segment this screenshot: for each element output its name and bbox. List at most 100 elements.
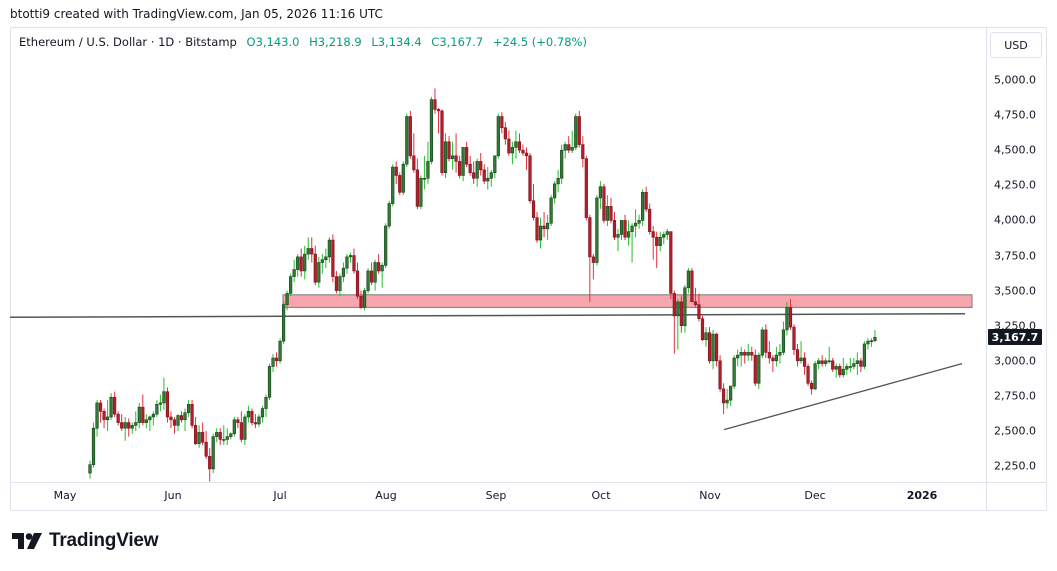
candle-up [426,161,430,179]
candle-up [824,360,828,364]
resistance-zone-rectangle[interactable] [282,294,973,309]
tradingview-wordmark: TradingView [49,530,159,551]
candle-up [658,236,662,246]
candle-up [739,352,743,356]
candle-up [781,329,786,353]
time-tick-label: Aug [375,489,397,502]
candle-down [721,388,726,404]
candle-up [510,147,515,154]
candle-up [866,340,870,345]
candle-up [341,267,346,277]
candle-down [651,231,655,238]
candle-up [683,287,687,326]
candle-down [831,360,835,370]
candle-up [774,354,778,362]
candle-up [338,276,342,291]
candle-down [334,276,339,291]
candle-down [377,262,381,272]
time-tick-label: Sep [485,489,507,502]
candle-up [88,464,92,474]
candle-up [405,116,409,165]
horizontal-line-drawing[interactable] [10,313,966,319]
candle-down [253,422,258,425]
candle-up [676,301,680,317]
candle-up [799,357,803,362]
candle-up [662,234,666,238]
candle-up [401,163,405,193]
candle-up [852,363,856,367]
candle-up [257,416,261,425]
candle-up [633,222,638,227]
candle-down [503,127,507,140]
candle-up [91,427,96,465]
candle-up [746,352,750,356]
legend-open: O3,143.0 [246,35,300,49]
candle-up [211,436,215,470]
candle-up [813,363,817,390]
candle-down [581,144,585,159]
trendline-drawing[interactable] [723,362,963,431]
candle-up [144,419,148,423]
candle-up [345,256,349,269]
candle-up [260,408,265,418]
candle-up [137,406,141,423]
candle-down [201,432,205,443]
candle-up [630,225,634,232]
candle-up [162,391,166,404]
candle-up [229,433,233,437]
price-tick-label: 3,000.0 [994,354,1036,368]
candle-down [352,255,356,272]
chart-credit: btotti9 created with TradingView.com, Ja… [10,7,383,21]
candle-down [500,116,504,129]
candle-down [809,382,814,390]
candle-down [113,397,117,415]
candle-down [98,402,103,412]
candle-down [743,352,747,356]
candle-down [408,116,412,157]
candle-down [440,110,444,173]
candle-up [496,116,500,157]
candle-up [489,172,493,179]
candle-down [753,354,757,384]
chart-plot-area[interactable] [10,28,986,482]
candle-up [296,256,300,270]
candle-down [524,152,529,157]
candle-down [165,391,170,418]
candle-up [574,116,578,148]
candle-up [197,432,201,444]
candle-up [493,155,497,173]
candle-up [183,412,187,421]
symbol-legend: Ethereum / U.S. Dollar · 1D · Bitstamp O… [19,35,587,49]
candle-down [612,220,617,238]
candle-down [535,217,539,241]
currency-button[interactable]: USD [990,32,1042,58]
candle-up [366,270,370,291]
candle-up [373,262,377,283]
candle-down [208,455,212,470]
candle-up [757,354,761,384]
candle-down [433,99,437,110]
candle-up [306,248,310,255]
candle-up [158,402,163,405]
candle-up [384,225,388,266]
candle-up [560,149,564,179]
candle-up [729,385,733,401]
candle-up [267,366,272,398]
candle-up [475,161,479,179]
candle-down [236,419,240,423]
candle-down [454,155,458,162]
candle-up [665,231,669,235]
time-axis-divider [10,482,1046,483]
candle-down [398,175,402,193]
chart-frame [10,27,1047,511]
last-price-label: 3,167.7 [988,329,1042,346]
candle-down [172,419,177,426]
candle-up [422,177,427,180]
candle-up [686,270,690,289]
time-tick-label: Oct [591,489,611,502]
price-axis-divider [986,28,987,510]
candle-up [327,239,331,258]
candle-up [281,304,286,342]
candle-up [419,177,423,207]
candle-up [222,439,226,441]
